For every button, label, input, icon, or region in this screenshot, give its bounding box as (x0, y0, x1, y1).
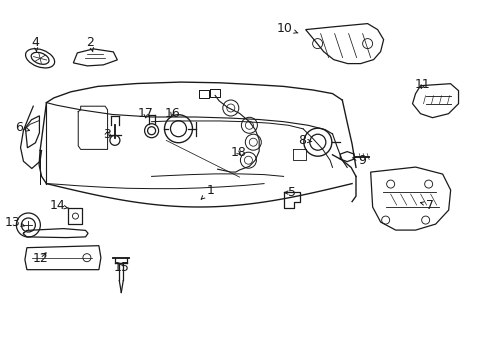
Text: 17: 17 (138, 107, 153, 120)
Text: 18: 18 (230, 147, 246, 159)
Text: 11: 11 (414, 78, 430, 91)
Text: 8: 8 (298, 134, 311, 147)
Text: 5: 5 (284, 186, 296, 199)
Text: 16: 16 (164, 107, 180, 120)
Text: 13: 13 (4, 216, 24, 229)
Text: 15: 15 (113, 261, 129, 274)
Text: 2: 2 (86, 36, 94, 52)
Text: 6: 6 (16, 121, 29, 134)
Text: 12: 12 (32, 252, 48, 265)
Text: 9: 9 (352, 154, 365, 167)
Text: 7: 7 (420, 199, 433, 212)
Text: 14: 14 (50, 199, 68, 212)
Text: 10: 10 (276, 22, 297, 35)
Text: 1: 1 (201, 184, 214, 199)
Text: 4: 4 (31, 36, 39, 52)
Text: 3: 3 (102, 129, 110, 141)
